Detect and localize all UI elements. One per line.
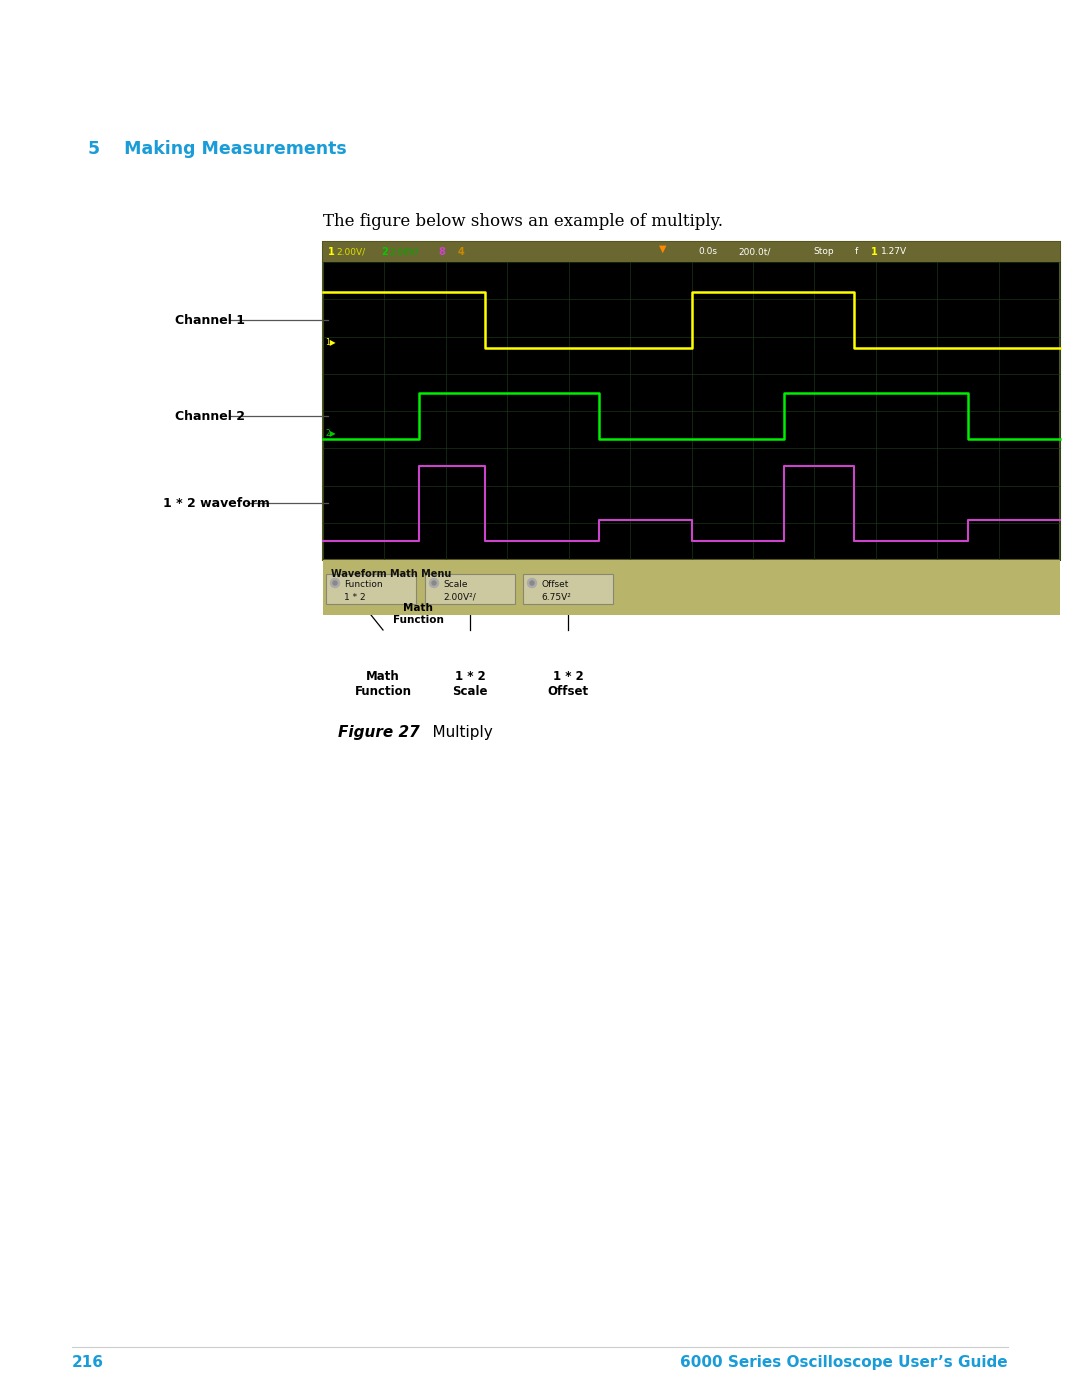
Text: The figure below shows an example of multiply.: The figure below shows an example of mul… bbox=[323, 212, 723, 231]
Text: Multiply: Multiply bbox=[413, 725, 492, 740]
Circle shape bbox=[530, 581, 534, 585]
Text: Math
Function: Math Function bbox=[392, 604, 444, 624]
Text: Channel 2: Channel 2 bbox=[175, 409, 245, 423]
Text: 1: 1 bbox=[870, 247, 878, 257]
Circle shape bbox=[430, 578, 438, 588]
Text: 2: 2 bbox=[381, 247, 388, 257]
Bar bbox=[523, 574, 613, 604]
Text: 1 * 2
Offset: 1 * 2 Offset bbox=[548, 671, 589, 698]
Bar bbox=[323, 242, 1059, 263]
Circle shape bbox=[527, 578, 537, 588]
Text: 1 * 2 waveform: 1 * 2 waveform bbox=[163, 497, 270, 510]
Text: Figure 27: Figure 27 bbox=[338, 725, 420, 740]
Text: 0.0s: 0.0s bbox=[698, 247, 717, 257]
Text: 5    Making Measurements: 5 Making Measurements bbox=[87, 140, 347, 158]
Text: 200.0t/: 200.0t/ bbox=[738, 247, 770, 257]
Text: Stop: Stop bbox=[813, 247, 834, 257]
Text: Offset: Offset bbox=[541, 580, 568, 590]
Text: 1: 1 bbox=[328, 247, 335, 257]
Text: Channel 1: Channel 1 bbox=[175, 313, 245, 327]
Text: Function: Function bbox=[345, 580, 382, 590]
Text: 8: 8 bbox=[438, 247, 445, 257]
Bar bbox=[326, 574, 416, 604]
Bar bbox=[323, 242, 1059, 560]
Circle shape bbox=[432, 581, 436, 585]
Text: 1 * 2
Scale: 1 * 2 Scale bbox=[453, 671, 488, 698]
Text: 2.00V/: 2.00V/ bbox=[389, 247, 418, 257]
Text: 216: 216 bbox=[72, 1355, 104, 1370]
Bar bbox=[323, 560, 1059, 615]
Text: 1 * 2: 1 * 2 bbox=[345, 592, 366, 602]
Bar bbox=[426, 574, 515, 604]
Text: 4: 4 bbox=[458, 247, 464, 257]
Text: Math
Function: Math Function bbox=[354, 671, 411, 698]
Text: 2.00V/: 2.00V/ bbox=[336, 247, 365, 257]
Text: f: f bbox=[855, 247, 859, 257]
Text: 2.00V²/: 2.00V²/ bbox=[443, 592, 476, 602]
Text: Scale: Scale bbox=[443, 580, 468, 590]
Text: ▼: ▼ bbox=[659, 244, 666, 254]
Text: 6.75V²: 6.75V² bbox=[541, 592, 571, 602]
Circle shape bbox=[333, 581, 337, 585]
Text: 2▶: 2▶ bbox=[325, 429, 336, 437]
Text: 1.27V: 1.27V bbox=[881, 247, 907, 257]
Text: 1▶: 1▶ bbox=[325, 338, 336, 346]
Circle shape bbox=[330, 578, 339, 588]
Text: 6000 Series Oscilloscope User’s Guide: 6000 Series Oscilloscope User’s Guide bbox=[680, 1355, 1008, 1370]
Text: Waveform Math Menu: Waveform Math Menu bbox=[330, 569, 451, 578]
